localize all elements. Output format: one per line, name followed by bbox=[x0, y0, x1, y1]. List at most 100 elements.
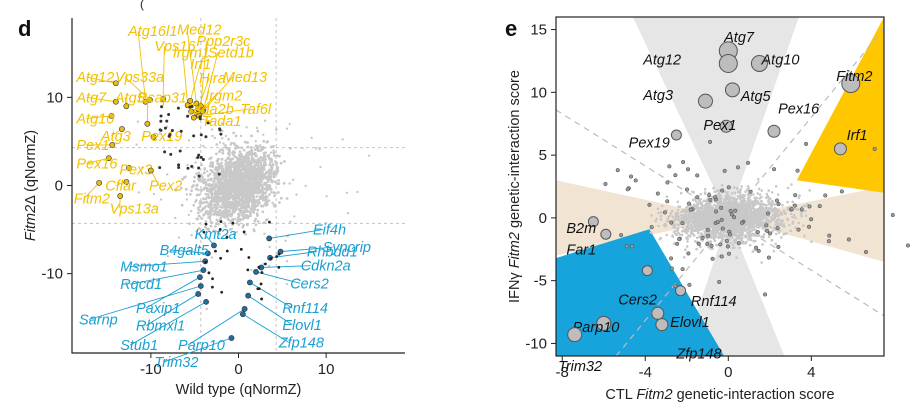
y-axis-title-unit: Δ (qNormZ) bbox=[23, 130, 39, 205]
background-point bbox=[786, 186, 790, 190]
background-point bbox=[256, 149, 260, 153]
background-point bbox=[237, 223, 241, 227]
background-point bbox=[774, 242, 778, 246]
hit-point bbox=[715, 220, 720, 225]
background-point bbox=[221, 214, 224, 218]
background-point bbox=[805, 202, 809, 206]
background-point bbox=[184, 175, 187, 178]
background-point bbox=[266, 154, 270, 158]
background-point bbox=[246, 201, 250, 205]
background-point bbox=[268, 158, 271, 161]
gene-label: Atg3 bbox=[642, 88, 673, 104]
background-point bbox=[733, 227, 736, 230]
background-point bbox=[780, 224, 784, 227]
hit-point bbox=[675, 285, 687, 297]
background-point bbox=[249, 178, 253, 181]
background-point bbox=[261, 156, 264, 159]
background-point bbox=[770, 190, 774, 194]
hit-point bbox=[641, 265, 653, 277]
background-point bbox=[698, 213, 701, 216]
background-point bbox=[751, 250, 755, 253]
background-point bbox=[233, 173, 236, 177]
background-point bbox=[267, 199, 271, 203]
background-point bbox=[235, 171, 239, 174]
hit-point bbox=[708, 139, 713, 144]
background-point bbox=[654, 219, 657, 223]
background-point bbox=[253, 188, 257, 192]
background-point bbox=[669, 211, 673, 215]
hit-point bbox=[214, 249, 217, 253]
background-point bbox=[728, 217, 731, 221]
hit-point bbox=[202, 230, 206, 234]
background-point bbox=[721, 214, 725, 218]
background-point bbox=[220, 202, 224, 206]
axes-frame bbox=[71, 18, 405, 354]
hit-point bbox=[766, 255, 771, 260]
hit-point bbox=[211, 242, 217, 249]
hit-point bbox=[719, 119, 733, 133]
background-point bbox=[208, 157, 212, 161]
background-point bbox=[202, 171, 206, 175]
background-point bbox=[255, 167, 258, 170]
background-point bbox=[765, 203, 768, 207]
background-point bbox=[252, 195, 255, 199]
background-point bbox=[217, 210, 221, 214]
background-point bbox=[708, 220, 712, 224]
background-point bbox=[204, 236, 207, 240]
background-point bbox=[314, 147, 318, 150]
background-point bbox=[253, 159, 257, 163]
hit-point bbox=[188, 105, 192, 109]
leader-line bbox=[86, 96, 116, 103]
background-point bbox=[681, 226, 685, 229]
background-point bbox=[232, 131, 236, 135]
background-point bbox=[765, 195, 769, 199]
background-point bbox=[206, 170, 209, 173]
background-point bbox=[650, 214, 653, 217]
background-point bbox=[217, 176, 221, 180]
background-point bbox=[240, 146, 244, 150]
background-point bbox=[746, 215, 750, 219]
hit-point bbox=[204, 222, 208, 226]
background-point bbox=[725, 197, 729, 201]
background-point bbox=[250, 156, 254, 160]
background-point bbox=[692, 234, 696, 237]
background-point bbox=[235, 179, 239, 183]
leader-line bbox=[130, 269, 204, 285]
leader-line bbox=[145, 293, 199, 327]
background-point bbox=[740, 202, 744, 205]
hit-point bbox=[257, 265, 261, 269]
background-point bbox=[705, 201, 709, 205]
background-point bbox=[737, 221, 740, 224]
background-point bbox=[747, 228, 751, 232]
hit-point bbox=[685, 167, 691, 172]
background-point bbox=[228, 214, 232, 218]
background-point bbox=[227, 137, 230, 141]
hit-point bbox=[669, 266, 674, 271]
background-point bbox=[695, 236, 699, 240]
background-point bbox=[246, 216, 250, 220]
background-point bbox=[221, 164, 224, 168]
background-point bbox=[733, 241, 737, 244]
background-point bbox=[739, 187, 743, 191]
background-point bbox=[221, 148, 224, 151]
hit-point bbox=[619, 233, 624, 238]
background-point bbox=[746, 203, 750, 206]
background-point bbox=[214, 225, 217, 228]
background-point bbox=[254, 204, 258, 208]
hit-point bbox=[260, 297, 264, 301]
leader-line bbox=[182, 52, 189, 106]
background-point bbox=[251, 197, 255, 200]
background-point bbox=[197, 171, 201, 175]
hit-point bbox=[112, 98, 119, 105]
background-point bbox=[750, 233, 753, 236]
background-point bbox=[733, 191, 737, 195]
background-point bbox=[196, 206, 200, 210]
background-point bbox=[222, 183, 226, 187]
background-point bbox=[693, 240, 697, 243]
background-point bbox=[202, 179, 205, 183]
background-point bbox=[232, 232, 236, 236]
background-point bbox=[203, 168, 206, 171]
beige-sector-right bbox=[728, 186, 884, 262]
background-point bbox=[760, 195, 763, 199]
background-point bbox=[781, 219, 785, 222]
